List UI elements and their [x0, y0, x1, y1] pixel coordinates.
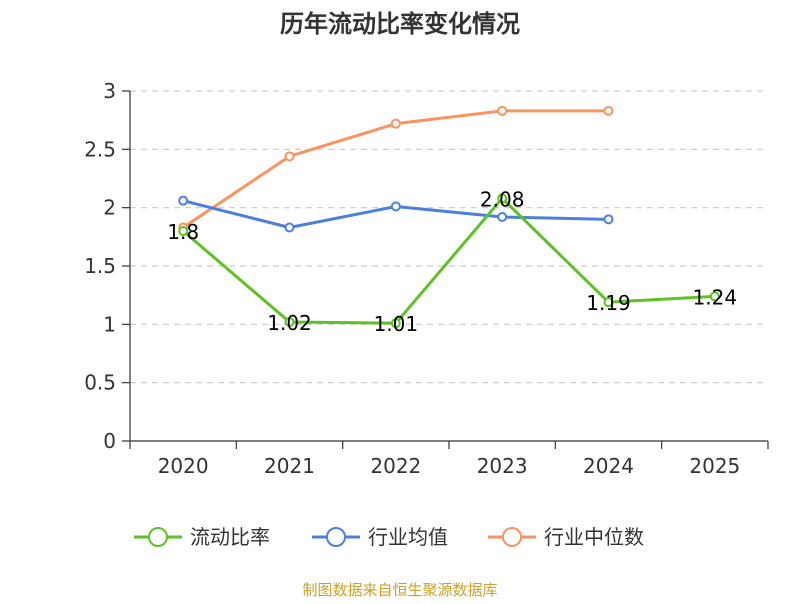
y-tick-label: 2.5 — [84, 137, 116, 161]
data-label-2024: 1.19 — [586, 291, 631, 315]
y-tick-label: 0.5 — [84, 371, 116, 395]
x-tick-label: 2021 — [264, 454, 315, 478]
x-tick-label: 2023 — [477, 454, 528, 478]
series-line-0 — [181, 196, 717, 325]
legend-marker-2 — [502, 527, 522, 547]
point-0-2023 — [497, 193, 508, 204]
data-label-2021: 1.02 — [267, 311, 312, 335]
point-0-2021 — [284, 317, 295, 327]
chart-title: 历年流动比率变化情况 — [280, 10, 520, 38]
gridlines — [130, 90, 768, 384]
point-2-2024 — [603, 105, 614, 116]
data-label-2025: 1.24 — [693, 285, 738, 309]
point-2-2022 — [390, 118, 401, 129]
point-1-2023 — [497, 212, 508, 222]
y-tick-label: 1 — [103, 312, 116, 336]
data-label-2023: 2.08 — [480, 187, 525, 211]
point-0-2025 — [709, 291, 720, 302]
y-tick-label: 2 — [103, 196, 116, 220]
data-label-2020: 1.8 — [167, 220, 199, 244]
point-1-2021 — [284, 222, 295, 233]
point-0-2020 — [178, 226, 189, 236]
y-tick-label: 3 — [103, 79, 116, 103]
x-tick-label: 2020 — [158, 454, 209, 478]
data-labels: 1.8 1.02 1.01 2.08 1.19 1.24 — [167, 187, 737, 336]
point-2-2023 — [497, 105, 508, 116]
x-tick-label: 2024 — [583, 454, 634, 478]
legend-label-2: 行业中位数 — [544, 525, 644, 549]
point-0-2022 — [390, 318, 401, 329]
point-1-2020 — [178, 195, 189, 206]
point-1-2024 — [603, 214, 614, 225]
point-1-2022 — [390, 201, 401, 212]
legend-label-1: 行业均值 — [368, 525, 448, 549]
point-2-2021 — [284, 151, 295, 162]
axes: 0 0.5 1 1.5 2 2.5 3 2020 2021 2022 2023 2024 2025 — [84, 79, 769, 478]
y-tick-label: 0 — [103, 429, 116, 453]
source-note: 制图数据来自恒生聚源数据库 — [302, 581, 497, 599]
legend: 流动比率 行业均值 行业中位数 — [134, 525, 644, 549]
legend-marker-0 — [148, 527, 168, 547]
data-label-2022: 1.01 — [374, 312, 419, 336]
y-tick-label: 1.5 — [84, 254, 116, 278]
point-0-2024 — [603, 297, 614, 308]
series-group — [178, 105, 720, 329]
x-tick-label: 2025 — [689, 454, 740, 478]
legend-label-0: 流动比率 — [190, 525, 270, 549]
legend-marker-1 — [326, 527, 346, 547]
x-tick-label: 2022 — [370, 454, 421, 478]
